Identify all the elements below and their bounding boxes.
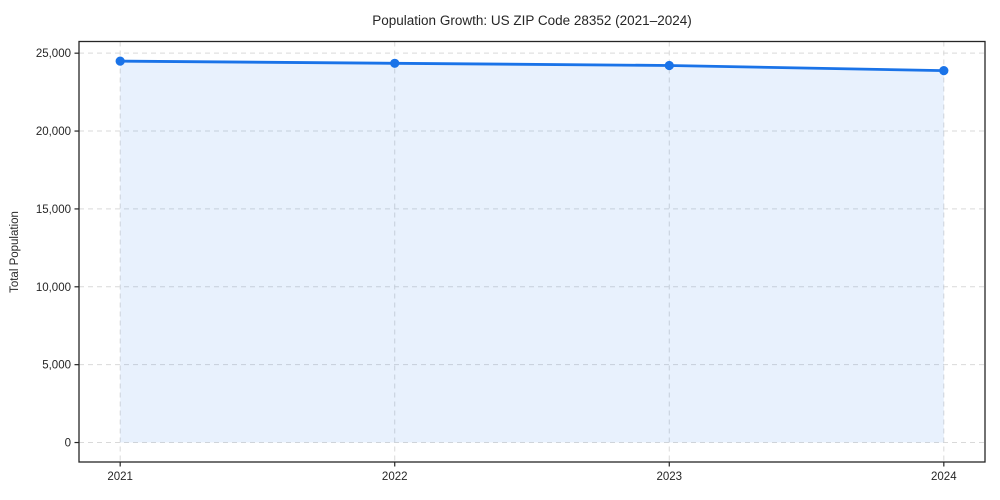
y-tick-label: 0: [65, 438, 71, 450]
y-axis-title: Total Population: [9, 211, 21, 293]
y-tick-label: 15,000: [36, 204, 71, 216]
axes-spines: [78, 40, 986, 463]
y-tick-label: 20,000: [36, 126, 71, 138]
y-tick-label: 5,000: [42, 360, 71, 372]
x-tick-label: 2022: [382, 471, 408, 483]
y-tick-label: 10,000: [36, 282, 71, 294]
data-point-2021: [115, 56, 125, 66]
y-tick-label: 25,000: [36, 48, 71, 60]
axes-background: [79, 41, 985, 462]
trend-line: [118, 59, 946, 73]
plot-generated-content: 0 5,000 10,000 15,000 20,000 25,000 2021 2022 20…: [36, 40, 986, 483]
x-tick-label: 2023: [656, 471, 682, 483]
data-point-2024: [939, 66, 949, 76]
area-fill: [120, 61, 944, 443]
x-tick-label: 2021: [107, 471, 133, 483]
x-tick-label: 2024: [931, 471, 957, 483]
data-point-2022: [390, 58, 400, 68]
chart-title: Population Growth: US ZIP Code 28352 (20…: [372, 13, 691, 28]
data-point-2023: [664, 60, 674, 71]
